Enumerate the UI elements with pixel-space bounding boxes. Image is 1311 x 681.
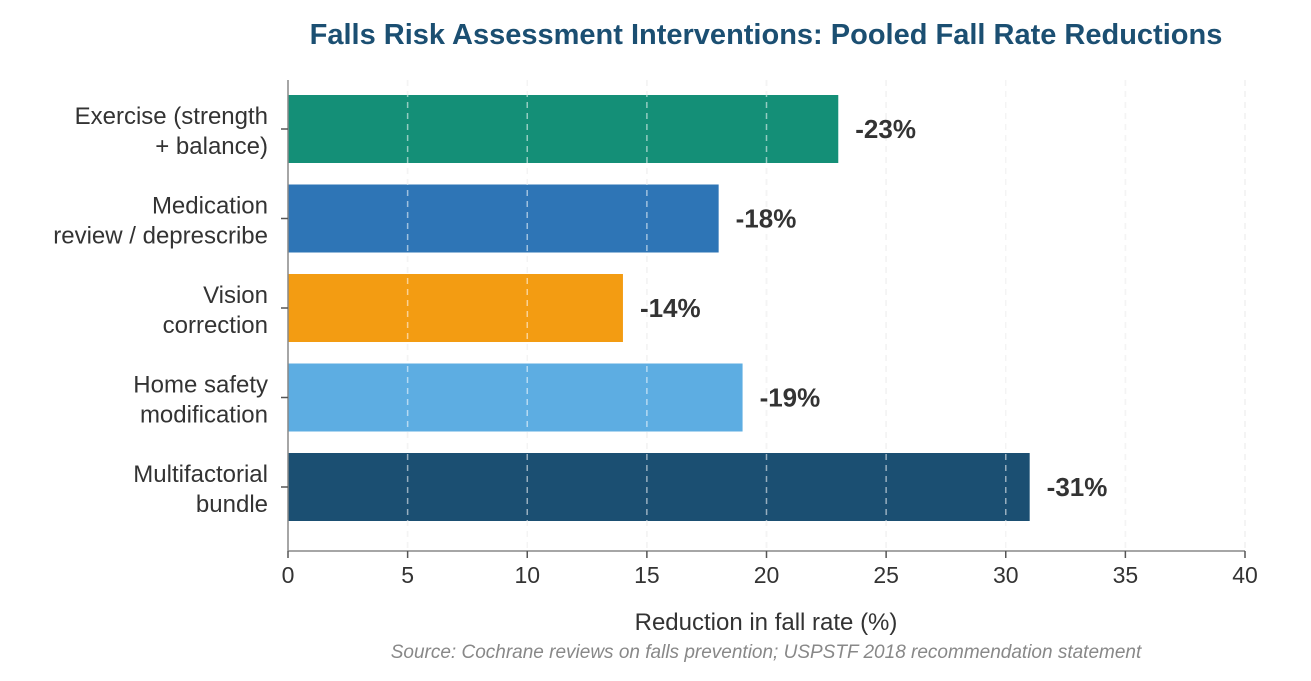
x-tick-label: 35: [1113, 562, 1139, 588]
axes: 0 5 10 15 20 25 30 35 40: [281, 80, 1258, 588]
x-tick-label: 25: [873, 562, 899, 588]
x-tick-label: 20: [754, 562, 780, 588]
category-labels: Exercise (strength + balance) Medication re…: [53, 103, 268, 518]
category-label-line: Home safety: [133, 372, 268, 399]
value-label: -31%: [1047, 472, 1108, 502]
x-axis-label: Reduction in fall rate (%): [635, 609, 898, 636]
x-tick-label: 5: [401, 562, 414, 588]
category-label: Home safety modification: [133, 372, 268, 429]
value-label: -23%: [855, 114, 916, 144]
grid-overlay: [406, 80, 1246, 551]
category-label-line: Multifactorial: [133, 461, 268, 488]
value-label: -19%: [760, 383, 821, 413]
bars: [288, 80, 1246, 551]
bar: [288, 453, 1030, 521]
category-label: Vision correction: [163, 282, 268, 339]
x-tick-label: 30: [993, 562, 1019, 588]
x-tick-label: 40: [1232, 562, 1258, 588]
category-label-line: + balance): [155, 133, 268, 160]
bar: [288, 363, 743, 432]
x-tick-label: 0: [282, 562, 295, 588]
category-label-line: Vision: [203, 282, 268, 309]
value-label: -18%: [736, 204, 797, 234]
category-label: Multifactorial bundle: [133, 461, 268, 518]
bar: [288, 95, 839, 163]
category-label-line: bundle: [196, 491, 268, 518]
value-label: -14%: [640, 293, 701, 323]
category-label-line: Exercise (strength: [75, 103, 268, 130]
category-label-line: correction: [163, 312, 268, 339]
value-labels: -23% -18% -14% -19% -31%: [640, 114, 1107, 502]
category-label-line: Medication: [152, 193, 268, 220]
chart-title: Falls Risk Assessment Interventions: Poo…: [310, 19, 1223, 51]
bar: [288, 274, 623, 342]
category-label-line: review / deprescribe: [53, 223, 268, 250]
category-label: Exercise (strength + balance): [75, 103, 268, 160]
bar: [288, 184, 719, 253]
x-tick-label: 15: [634, 562, 660, 588]
source-note: Source: Cochrane reviews on falls preven…: [391, 642, 1142, 663]
category-label: Medication review / deprescribe: [53, 193, 268, 250]
x-tick-label: 10: [514, 562, 540, 588]
category-label-line: modification: [140, 402, 268, 429]
